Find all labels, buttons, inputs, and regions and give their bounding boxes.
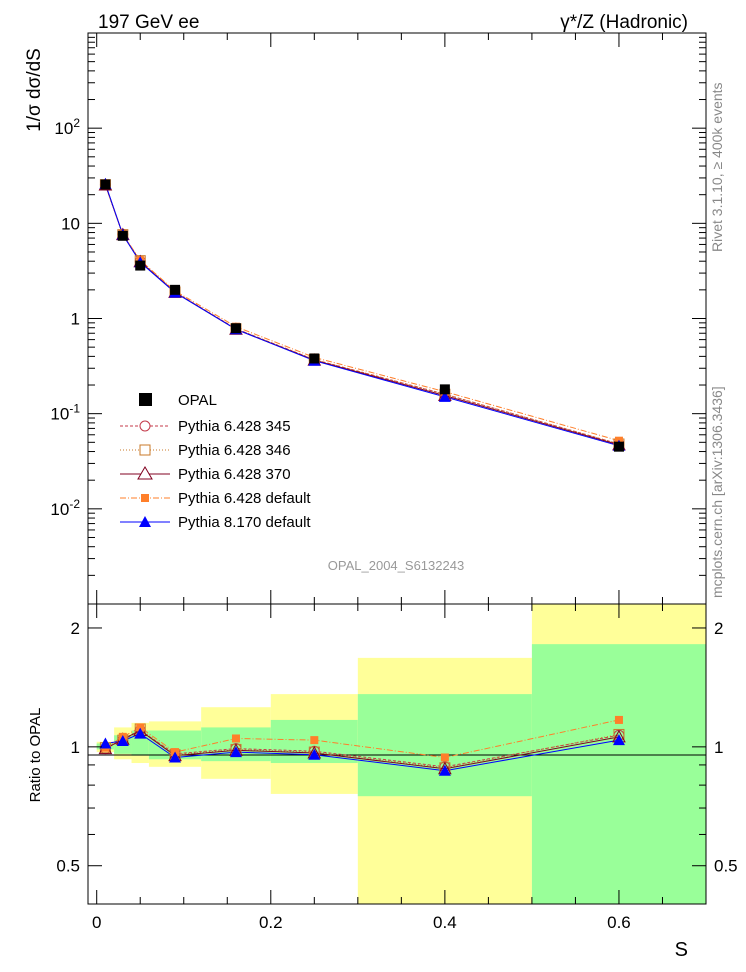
band-green-6	[357, 694, 532, 797]
legend-marker-370	[137, 466, 153, 480]
ratio-ytick-label-r-0: 0.5	[714, 857, 738, 876]
main-ytick-label-2: 1	[71, 310, 80, 329]
legend: OPAL Pythia 6.428 345 Pythia 6.428 346 P…	[120, 392, 311, 531]
ratio-point-s4-1	[116, 734, 129, 746]
side-text-mcplots: mcplots.cern.ch [arXiv:1306.3436]	[709, 386, 725, 598]
ratio-point-s4-7	[612, 734, 625, 746]
ratio-ytick-label-r-1: 1	[714, 738, 723, 757]
ratio-ytick-label-0: 0.5	[56, 857, 80, 876]
main-point-s5-6	[438, 390, 451, 402]
legend-marker-346	[139, 444, 151, 456]
ratio-point-s4-0	[99, 737, 112, 749]
ratio-point-s3-4	[231, 734, 240, 743]
ratio-xtick-label-0: 0	[92, 913, 101, 932]
opal-point-4	[230, 323, 241, 334]
main-ytick-label-3: 10	[61, 214, 80, 233]
legend-label-p6-default: Pythia 6.428 default	[178, 490, 311, 507]
ratio-point-s3-2	[136, 723, 145, 732]
ratio-ytick-label-r-2: 2	[714, 619, 723, 638]
ratio-xtick-label-2: 0.4	[433, 913, 457, 932]
main-ytick-label-4: 102	[54, 116, 80, 138]
series-markers	[98, 177, 626, 776]
main-ytick-label-0: 10-2	[50, 497, 80, 519]
band-green-7	[531, 644, 706, 904]
ratio-point-s4-2	[134, 727, 147, 739]
ratio-ylabel: Ratio to OPAL	[27, 708, 44, 803]
opal-point-3	[170, 284, 181, 295]
x-axis-label: S	[675, 939, 688, 961]
legend-label-346: Pythia 6.428 346	[178, 442, 291, 459]
main-ylabel: 1/σ dσ/dS	[24, 48, 45, 132]
ratio-frame	[87, 603, 707, 905]
legend-label-opal: OPAL	[178, 392, 217, 409]
ratio-xtick-label-3: 0.6	[607, 913, 631, 932]
ratio-point-s4-5	[308, 748, 321, 760]
legend-marker-opal	[139, 393, 152, 406]
legend-label-p8-default: Pythia 8.170 default	[178, 514, 311, 531]
opal-point-5	[309, 353, 320, 364]
ratio-ytick-label-2: 2	[71, 619, 80, 638]
legend-marker-345	[139, 420, 151, 432]
ratio-point-s4-6	[438, 764, 451, 776]
main-line-2	[104, 184, 620, 445]
ratio-point-s3-7	[614, 715, 623, 724]
side-text-rivet: Rivet 3.1.10, ≥ 400k events	[709, 82, 725, 252]
legend-marker-p8-default	[139, 516, 151, 527]
main-ytick-label-1: 10-1	[50, 402, 80, 424]
opal-point-7	[613, 441, 624, 452]
ratio-point-s4-3	[169, 751, 182, 763]
legend-marker-p6-default	[141, 494, 149, 502]
opal-point-0	[100, 179, 111, 190]
opal-point-2	[135, 260, 146, 271]
axis-ticks: 10-2 10-1 1 10 102 0 0.2 0.4 0.6 0.5 0.5 1 1 2 2	[50, 33, 738, 932]
ratio-point-s4-4	[229, 746, 242, 758]
legend-label-345: Pythia 6.428 345	[178, 418, 291, 435]
header-left: 197 GeV ee	[98, 12, 199, 33]
ratio-point-s3-6	[440, 753, 449, 762]
opal-point-6	[439, 384, 450, 395]
legend-label-370: Pythia 6.428 370	[178, 466, 291, 483]
ratio-xtick-label-1: 0.2	[259, 913, 283, 932]
opal-point-1	[117, 230, 128, 241]
ratio-ytick-label-1: 1	[71, 738, 80, 757]
ratio-point-s3-5	[310, 736, 319, 745]
watermark: OPAL_2004_S6132243	[328, 558, 464, 573]
header-right: γ*/Z (Hadronic)	[560, 12, 688, 33]
ratio-bands	[96, 604, 706, 904]
